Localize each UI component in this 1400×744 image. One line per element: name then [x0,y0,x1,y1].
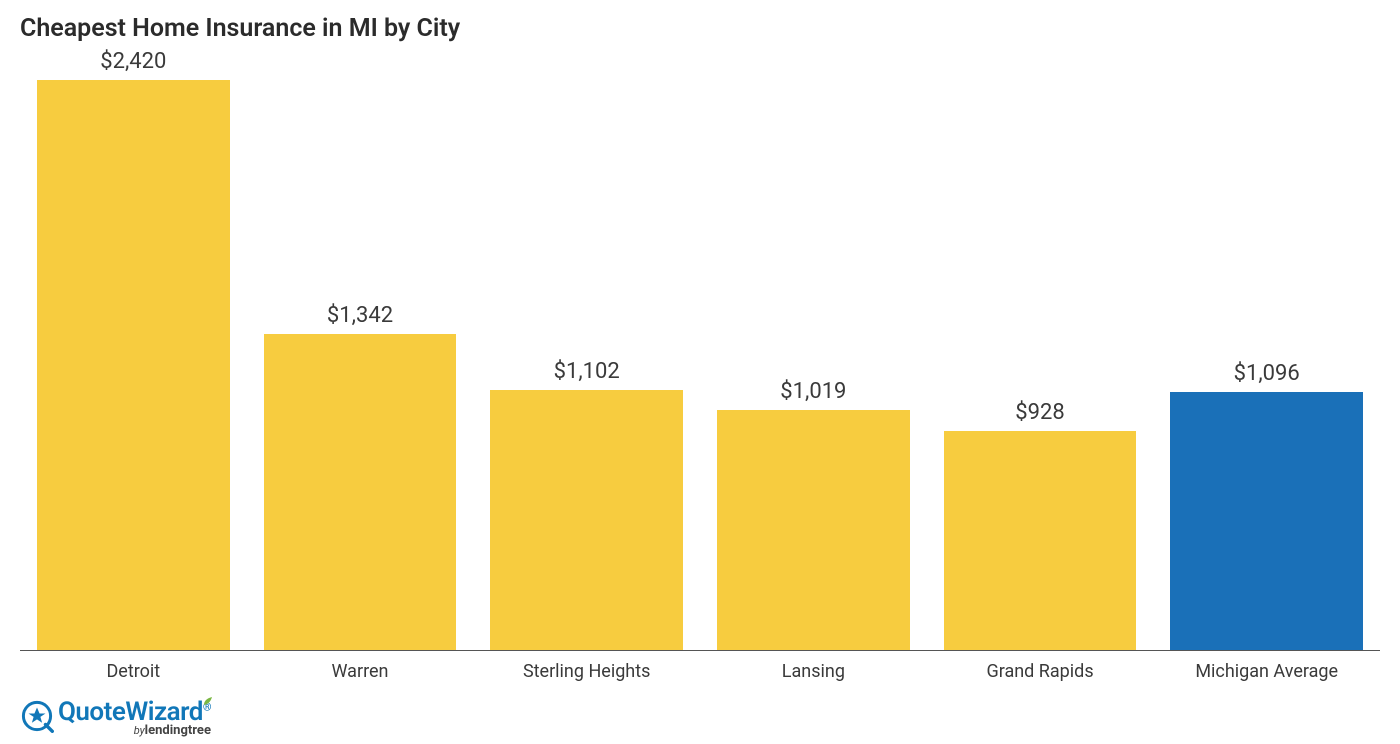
x-axis-label: Grand Rapids [927,661,1154,682]
bar-value-label: $1,096 [1153,361,1380,386]
brand-name: QuoteWizard® [58,699,211,725]
x-axis-label: Detroit [20,661,247,682]
quotewizard-icon [20,699,54,733]
footer-logo: QuoteWizard® bylendingtree [20,699,211,738]
bar-value-label: $928 [927,400,1154,425]
bar-slot: $928 [927,51,1154,650]
brand-main-text: QuoteWizard [58,697,203,727]
bar-rect [490,390,683,650]
x-axis-label: Lansing [700,661,927,682]
bar-value-label: $1,102 [473,359,700,384]
bar-value-label: $2,420 [20,49,247,74]
leaf-icon [203,696,213,706]
bar-slot: $1,342 [247,51,474,650]
x-axis-label: Michigan Average [1153,661,1380,682]
plot-area: $2,420 $1,342 $1,102$1,019$928 $1,096 [20,51,1380,651]
logo-text-group: QuoteWizard® bylendingtree [58,699,211,738]
bar-rect [717,410,910,650]
chart-title: Cheapest Home Insurance in MI by City [20,14,1380,43]
bars-group: $2,420 $1,342 $1,102$1,019$928 $1,096 [20,51,1380,650]
x-axis-label: Sterling Heights [473,661,700,682]
bar-rect [37,80,230,650]
bar-value-label: $1,342 [247,303,474,328]
x-axis: DetroitWarrenSterling HeightsLansingGran… [20,661,1380,682]
bar-rect [264,334,457,650]
bar-rect [944,431,1137,650]
bar-slot: $2,420 [20,51,247,650]
bar-value-label: $1,019 [700,379,927,404]
bar-slot: $1,019 [700,51,927,650]
x-axis-label: Warren [247,661,474,682]
bar-slot: $1,096 [1153,51,1380,650]
bar-slot: $1,102 [473,51,700,650]
bar-rect [1170,392,1363,650]
chart-container: Cheapest Home Insurance in MI by City $2… [0,0,1400,744]
